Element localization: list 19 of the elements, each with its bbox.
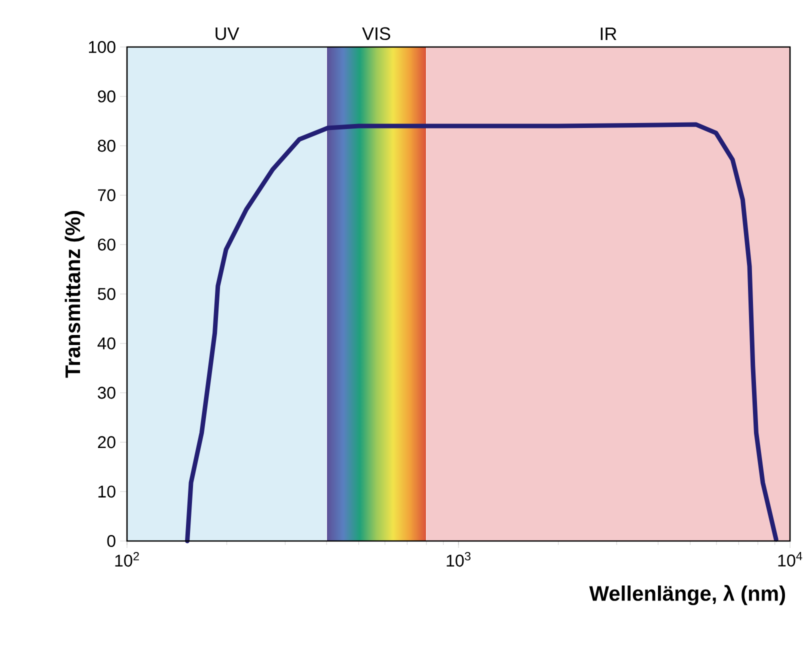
- y-axis-title: Transmittanz (%): [64, 211, 84, 378]
- y-tick-label: 20: [98, 436, 116, 448]
- y-tick-label: 100: [88, 40, 116, 54]
- band-label: IR: [600, 28, 616, 40]
- y-tick-label: 60: [98, 238, 116, 251]
- y-tick-label: 90: [98, 90, 116, 102]
- band-label: UV: [216, 27, 240, 40]
- y-tick-label: 70: [98, 189, 116, 202]
- y-tick-label: 10: [98, 486, 116, 498]
- y-tick-label: 80: [98, 140, 116, 152]
- x-tick-label: 10$^{2}$: [115, 552, 139, 567]
- y-tick-label: 50: [98, 288, 116, 300]
- x-tick-label: 10$^{3}$: [446, 552, 470, 567]
- x-axis-title: Wellenlänge, λ (nm): [589, 584, 785, 606]
- band-label: VIS: [362, 27, 390, 40]
- x-tick-label: 10$^{4}$: [778, 552, 802, 567]
- y-tick-label: 0: [107, 534, 116, 548]
- y-tick-label: 40: [98, 337, 116, 350]
- y-tick-label: 30: [98, 386, 116, 399]
